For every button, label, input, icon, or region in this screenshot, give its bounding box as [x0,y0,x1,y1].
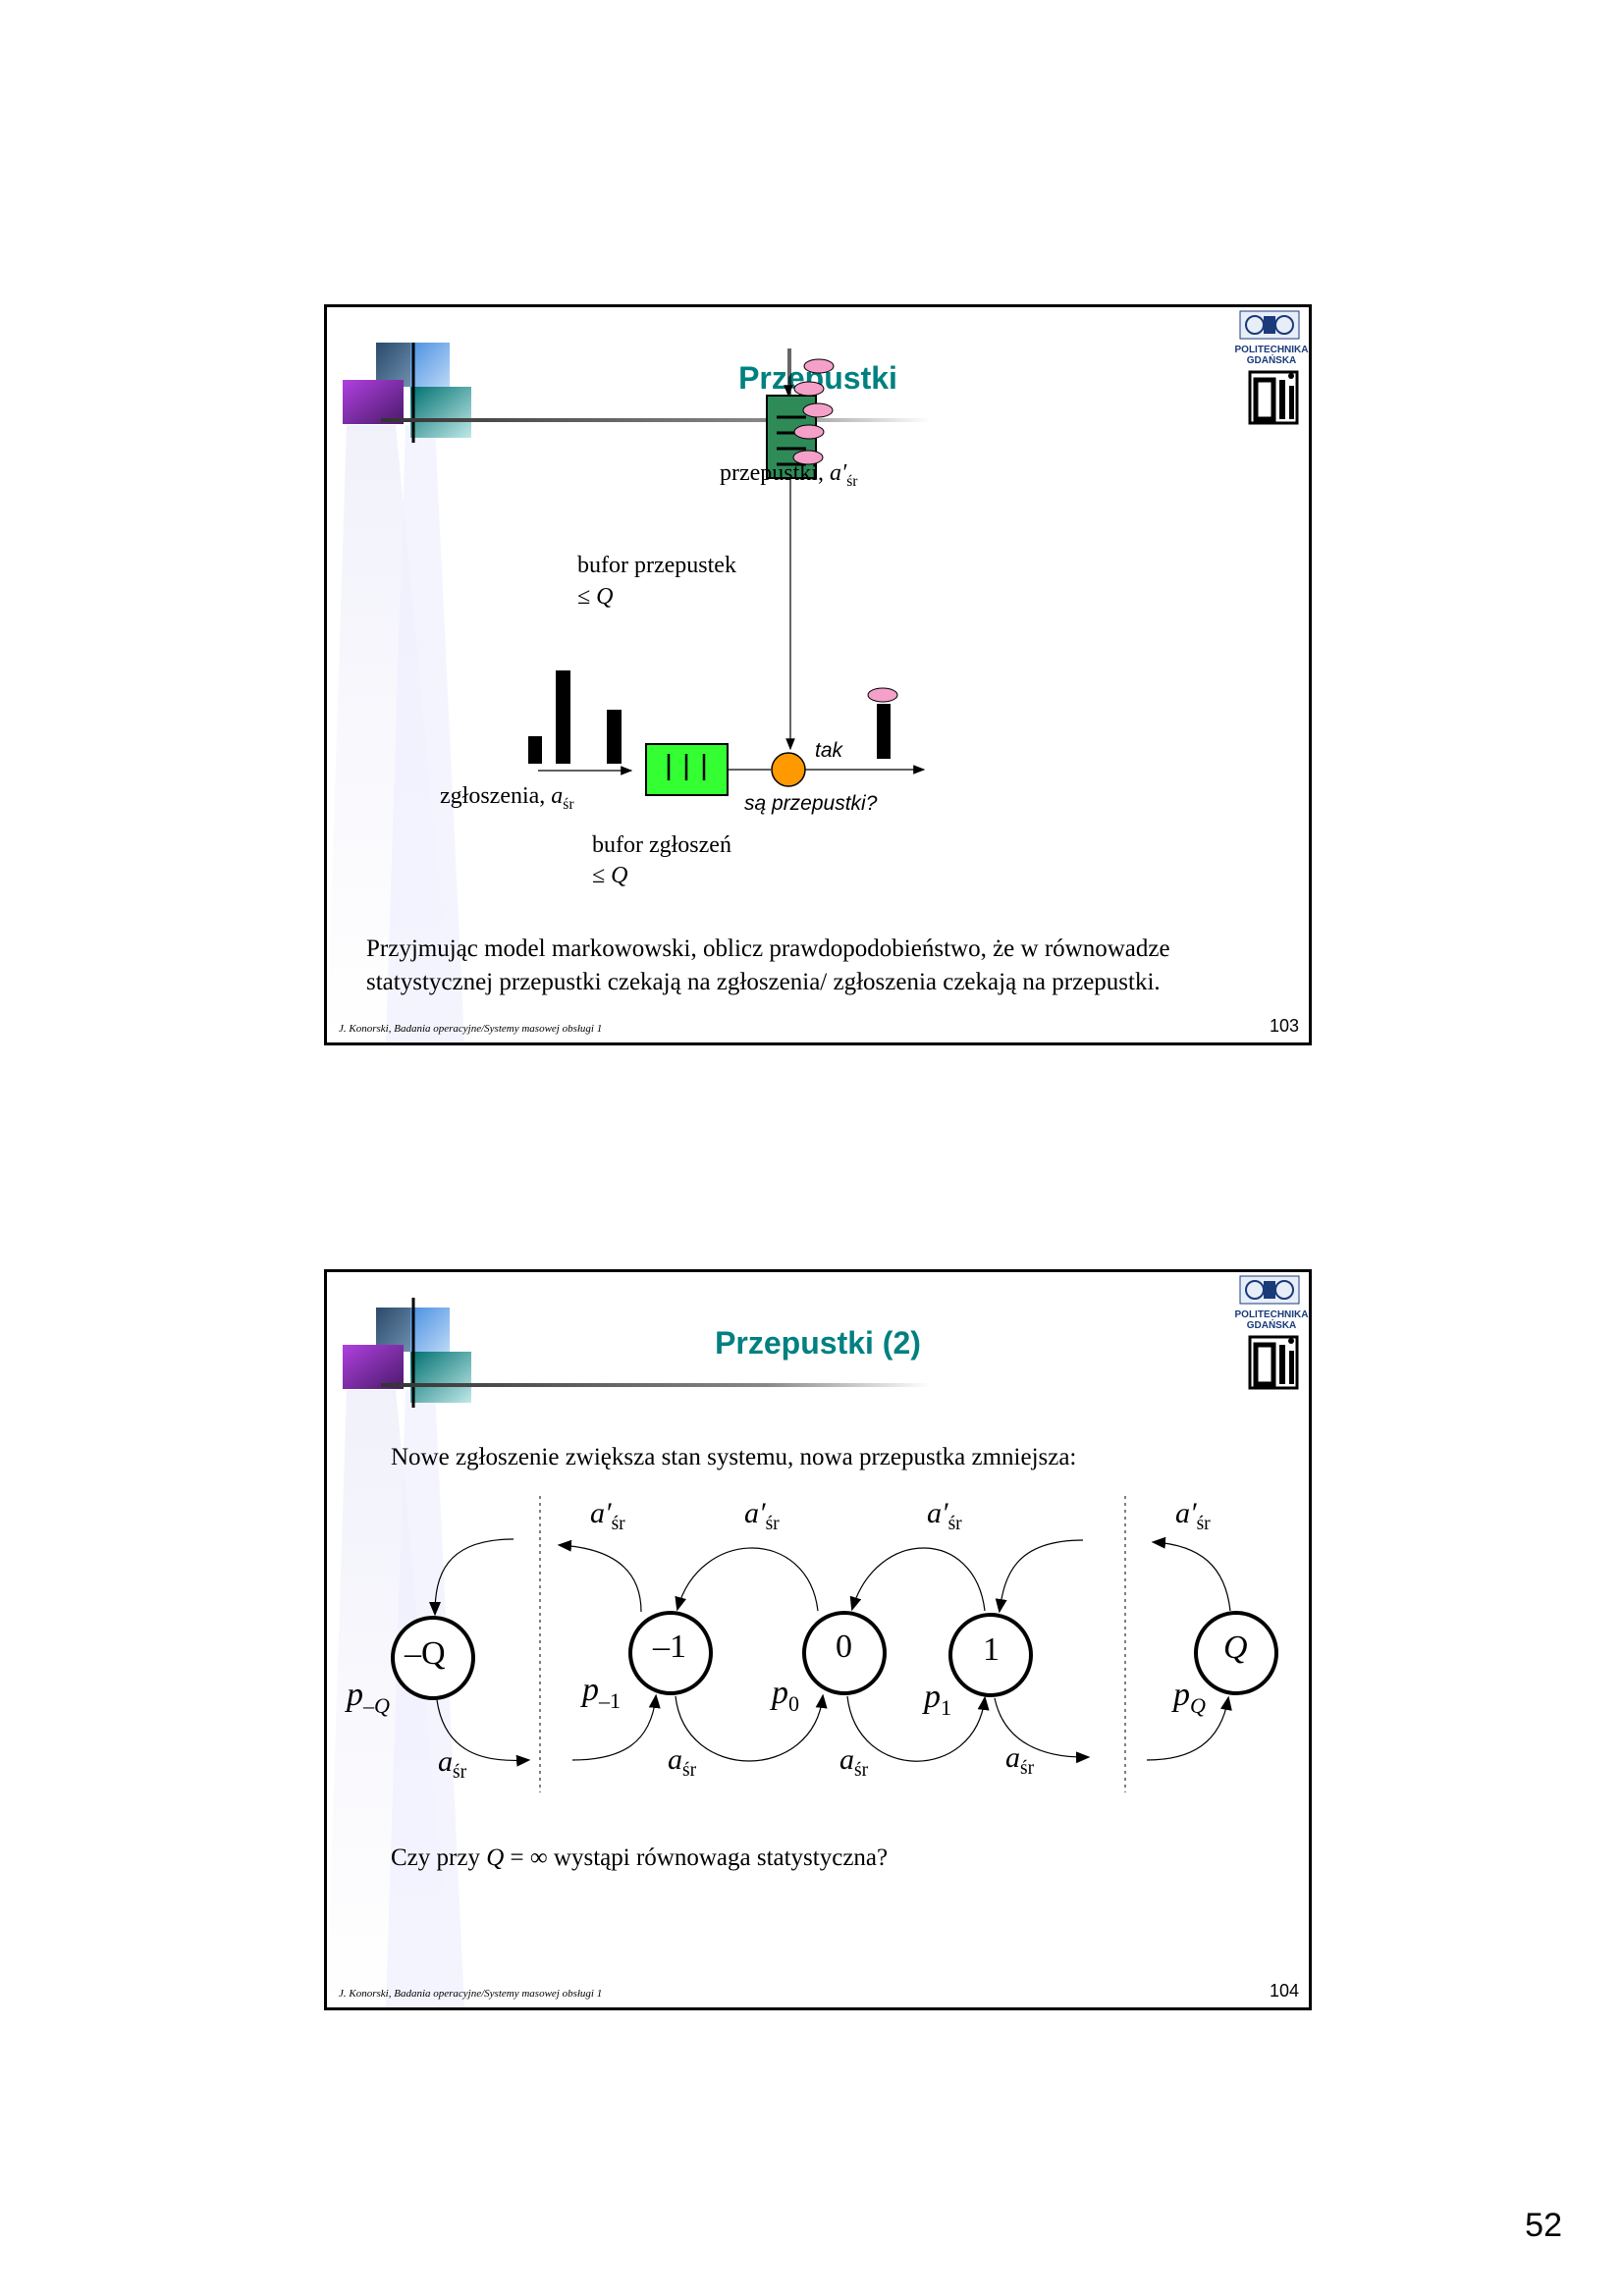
rate-label: a′śr [927,1497,962,1534]
transition-arrow [994,1697,1091,1764]
token-buffer-limit: ≤ Q [577,584,614,610]
state-minus-1 [628,1611,713,1695]
state-q [1194,1611,1278,1695]
university-logo [1239,1275,1300,1390]
transition-arrow [849,1547,986,1612]
transition-arrow [571,1693,661,1761]
logo-line1: POLITECHNIKA [1234,345,1309,355]
requests-label: zgłoszenia, aśr [440,783,574,813]
rate-label: aśr [839,1743,869,1781]
state-label: 0 [836,1629,852,1665]
rate-label: a′śr [590,1497,625,1534]
output-token [867,687,898,703]
state-label: Q [1223,1629,1248,1666]
rate-label: aśr [438,1745,467,1783]
transition-arrow [1146,1695,1232,1761]
token-buffer-label: bufor przepustek [577,553,736,578]
request-buffer-label: bufor zgłoszeń [592,832,731,858]
question-text: Czy przy Q = ∞ wystąpi równowaga statyst… [391,1844,889,1871]
intro-text: Nowe zgłoszenie zwiększa stan systemu, n… [391,1444,1077,1470]
rate-label: aśr [1005,1741,1035,1779]
state-minus-q [391,1616,475,1700]
rate-label: a′śr [1175,1497,1211,1534]
token [793,381,825,397]
slide-104: POLITECHNIKA GDAŃSKA Przepustki (2) Nowe… [324,1269,1312,2010]
state-label: –Q [405,1635,446,1672]
gate-question-label: są przepustki? [744,792,878,815]
transition-arrow [846,1695,990,1762]
slide-footer: J. Konorski, Badania operacyjne/Systemy … [339,1988,603,2000]
transition-arrow [675,1547,819,1612]
prob-label: p–1 [582,1672,622,1713]
request-bar [556,670,570,764]
transition-arrow [675,1693,828,1762]
logo-line1: POLITECHNIKA [1234,1309,1309,1320]
logo-caption: POLITECHNIKA GDAŃSKA [1232,1309,1309,1331]
request-buffer-limit: ≤ Q [592,863,628,888]
transition-arrow [557,1539,642,1613]
logo-line2: GDAŃSKA [1246,1320,1297,1331]
slide-title: Przepustki (2) [715,1325,921,1361]
state-0 [802,1611,887,1695]
rate-label: a′śr [744,1497,780,1534]
transition-arrow [1151,1536,1231,1612]
request-bar [607,710,622,764]
logo-caption: POLITECHNIKA GDAŃSKA [1232,345,1309,366]
logo-line2: GDAŃSKA [1246,355,1297,366]
slide-decoration [327,310,1300,1042]
token-bucket-diagram [528,348,926,796]
state-label: –1 [653,1629,686,1665]
token [793,424,825,440]
prob-label: p–Q [347,1677,391,1718]
token [792,450,824,465]
state-label: 1 [983,1631,1000,1668]
output-bar [877,704,891,759]
request-bar [528,736,542,764]
prob-label: p1 [924,1679,952,1720]
page-number: 52 [1525,2207,1562,2244]
yes-label: tak [815,739,843,762]
gate [771,752,806,787]
slide-103: POLITECHNIKA GDAŃSKA Przepustki [324,304,1312,1045]
slide-number: 104 [1269,1981,1299,2001]
slide-footer: J. Konorski, Badania operacyjne/Systemy … [339,1023,603,1035]
slide-number: 103 [1269,1016,1299,1036]
university-logo [1239,310,1300,425]
tokens-label: przepustki, a′śr [720,460,858,490]
token [802,402,834,418]
prob-label: pQ [1173,1677,1206,1718]
rate-label: aśr [668,1743,697,1781]
token [803,358,835,374]
prob-label: p0 [772,1675,800,1716]
transition-arrow [436,1699,531,1767]
transition-arrow [995,1539,1084,1614]
task-text: Przyjmując model markowowski, oblicz pra… [366,935,1170,995]
transition-arrow [429,1538,514,1617]
state-transition-diagram [391,1496,1278,1792]
state-1 [948,1613,1033,1697]
